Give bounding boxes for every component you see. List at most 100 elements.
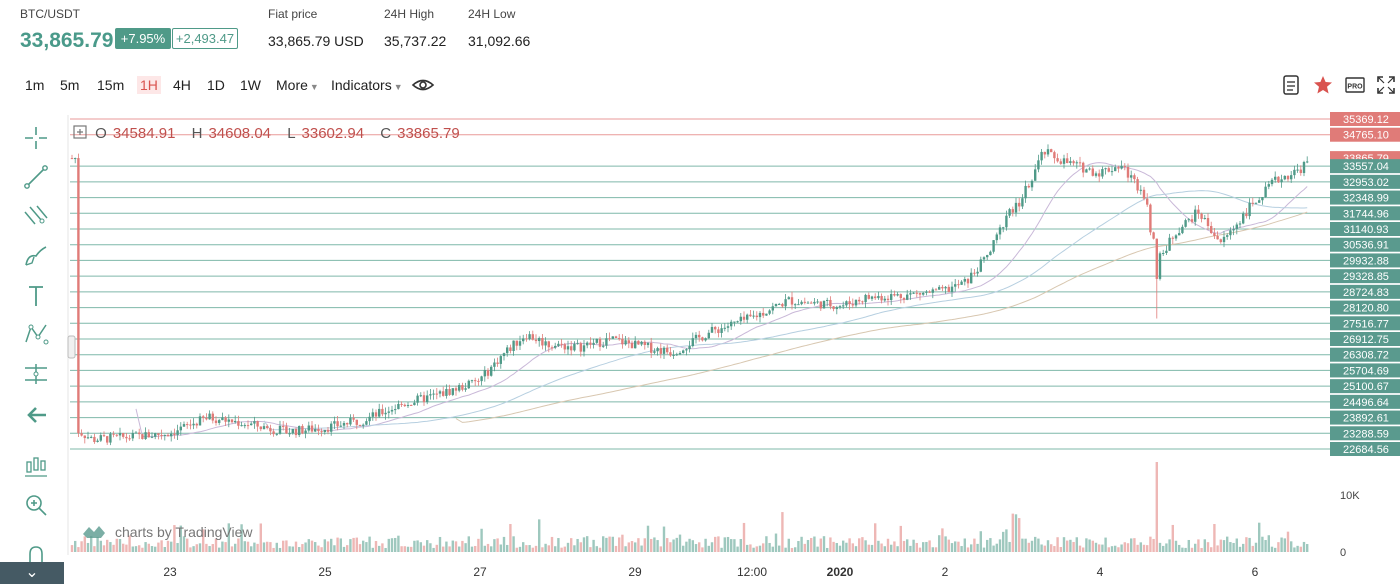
candle-body [1030, 180, 1034, 188]
candle-body [1245, 213, 1248, 217]
candle-body [240, 425, 243, 427]
volume-bar [723, 537, 726, 552]
volume-bar [957, 541, 960, 552]
candles-toggle-icon[interactable] [22, 452, 50, 480]
volume-bar [352, 537, 355, 552]
back-arrow-icon[interactable] [22, 401, 50, 429]
candle-body [1050, 149, 1053, 153]
candle-body [86, 437, 90, 439]
candle-body [528, 334, 531, 339]
candle-body [1027, 185, 1030, 188]
candle-body [419, 395, 422, 397]
candle-body [102, 435, 106, 437]
zoom-in-icon[interactable] [22, 491, 50, 519]
volume-bar [243, 541, 246, 552]
candle-body [381, 408, 384, 415]
timeframe-15m[interactable]: 15m [97, 77, 125, 93]
candle-body [1069, 161, 1072, 164]
document-icon[interactable] [1283, 75, 1299, 95]
candle-body [886, 298, 890, 300]
volume-axis: 10K 0 [1340, 490, 1360, 559]
timeframe-1m[interactable]: 1m [25, 77, 45, 93]
candle-body [1267, 184, 1270, 187]
volume-bar [1165, 543, 1168, 552]
pro-icon[interactable]: PRO [1345, 77, 1365, 93]
candle-body [314, 429, 317, 432]
volume-bar [627, 542, 630, 552]
volume-bar [1190, 547, 1194, 552]
magnet-icon[interactable] [22, 540, 50, 568]
eye-icon[interactable] [411, 76, 435, 94]
candle-body [288, 433, 291, 435]
candle-body [995, 234, 998, 241]
candle-body [118, 433, 122, 436]
volume-bar [179, 525, 182, 552]
candle-body [896, 294, 899, 296]
candle-body [474, 380, 477, 382]
volume-bar [1024, 538, 1027, 552]
crosshair-icon[interactable] [22, 124, 50, 152]
text-tool-icon[interactable] [22, 282, 50, 310]
trend-line-icon[interactable] [22, 163, 50, 191]
volume-bar [534, 545, 538, 552]
measure-tool-icon[interactable] [22, 360, 50, 388]
volume-bar [1194, 543, 1197, 552]
candle-body [784, 299, 787, 307]
timeframe-5m[interactable]: 5m [60, 77, 80, 93]
candle-body [1168, 237, 1171, 251]
timeframe-1w[interactable]: 1W [240, 77, 261, 93]
volume-bar [1139, 542, 1142, 552]
timeframe-4h[interactable]: 4H [173, 77, 191, 93]
candle-body [438, 391, 442, 394]
pattern-tool-icon[interactable] [22, 320, 50, 348]
more-label: More [276, 77, 308, 93]
candle-body [429, 394, 432, 396]
candle-body [726, 326, 730, 328]
collapse-toolbar-button[interactable]: ⌄ [0, 562, 64, 584]
candle-body [566, 346, 570, 350]
candle-body [224, 417, 227, 422]
fib-tool-icon[interactable] [22, 202, 50, 230]
candle-body [371, 412, 374, 417]
star-icon[interactable] [1313, 75, 1333, 95]
price-tag-box [1330, 174, 1400, 189]
candle-body [166, 434, 170, 437]
candle-body [1024, 185, 1027, 199]
volume-bar [717, 536, 720, 552]
candle-body [506, 347, 509, 354]
add-indicator-icon[interactable] [73, 125, 87, 139]
candle-body [746, 314, 749, 320]
volume-bar [653, 537, 656, 552]
candle-body [467, 380, 470, 389]
volume-bar [1261, 536, 1264, 552]
volume-bar [842, 540, 845, 552]
candle-body [122, 433, 125, 437]
volume-tick-label: 10K [1340, 490, 1360, 502]
volume-bar [496, 538, 499, 552]
volume-bar [1050, 544, 1053, 552]
candle-body [1133, 175, 1136, 180]
candle-body [416, 395, 419, 403]
volume-bar [656, 540, 659, 552]
candle-body [208, 413, 211, 420]
candle-body [298, 425, 301, 436]
candle-body [915, 292, 918, 294]
candle-body [147, 432, 150, 438]
candle-body [1197, 209, 1200, 214]
volume-bar [294, 541, 298, 552]
timeframe-1d[interactable]: 1D [207, 77, 225, 93]
volume-bar [349, 539, 352, 552]
candle-body [246, 425, 250, 427]
more-menu[interactable]: More ▼ [276, 76, 319, 94]
candle-body [182, 424, 186, 427]
candle-body [493, 362, 496, 367]
volume-bar [685, 541, 688, 552]
candle-body [842, 305, 845, 307]
candle-body [1082, 162, 1085, 173]
brush-icon[interactable] [22, 242, 50, 270]
candle-body [947, 286, 950, 292]
timeframe-1h[interactable]: 1H [137, 76, 161, 94]
fullscreen-icon[interactable] [1377, 76, 1395, 94]
indicators-menu[interactable]: Indicators ▼ [331, 76, 403, 94]
